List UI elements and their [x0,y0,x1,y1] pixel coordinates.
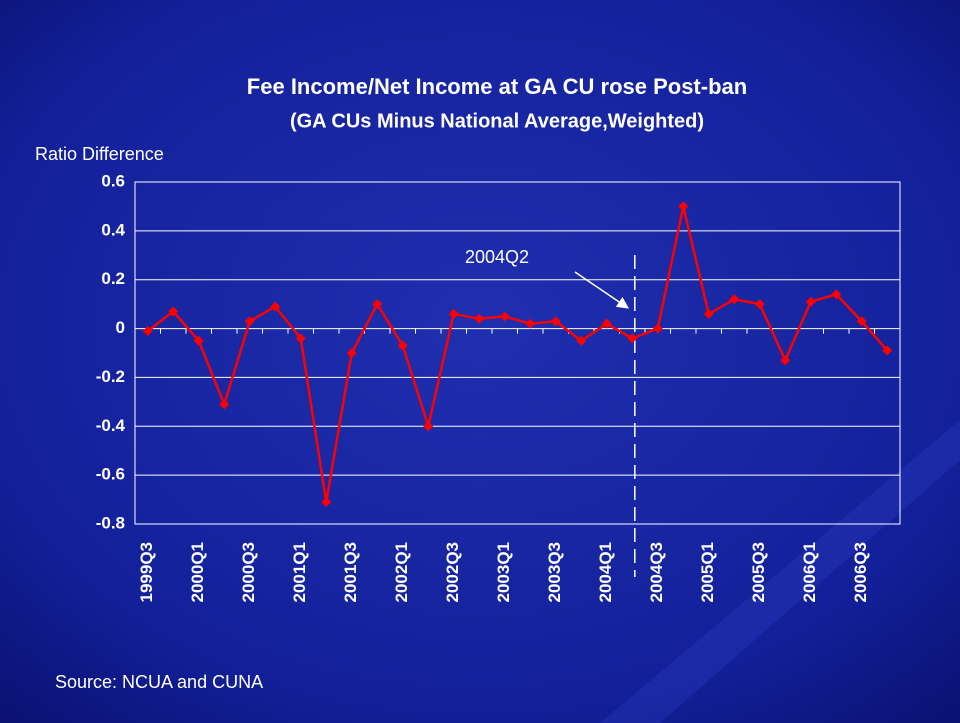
x-tick-label: 2002Q3 [443,542,462,603]
point-marker [397,340,408,351]
y-tick-label: 0.4 [101,220,125,239]
point-marker [295,333,306,344]
point-marker [780,355,791,366]
y-tick-label: -0.4 [96,416,126,435]
point-marker [448,308,459,319]
point-marker [601,318,612,329]
y-tick-label: -0.8 [96,513,125,532]
y-tick-label: 0.6 [101,171,125,190]
point-marker [525,318,536,329]
point-marker [423,421,434,432]
point-marker [168,306,179,317]
x-tick-label: 2005Q3 [749,542,768,603]
x-tick-label: 2000Q1 [188,542,207,603]
point-marker [882,345,893,356]
x-tick-label: 2001Q3 [341,542,360,603]
y-tick-label: -0.2 [96,367,125,386]
background-streak [600,420,960,723]
point-marker [244,316,255,327]
point-marker [321,497,332,508]
point-marker [652,323,663,334]
y-tick-label: -0.6 [96,465,125,484]
point-marker [703,308,714,319]
annotation-arrow [574,271,629,309]
point-marker [270,301,281,312]
y-axis-label: Ratio Difference [35,144,164,164]
chart-title: Fee Income/Net Income at GA CU rose Post… [247,74,747,99]
x-tick-label: 2004Q1 [596,542,615,603]
x-tick-label: 2004Q3 [647,542,666,603]
y-tick-label: 0 [116,318,125,337]
x-tick-label: 2001Q1 [290,542,309,603]
x-tick-label: 2003Q3 [545,542,564,603]
x-tick-label: 2003Q1 [494,542,513,603]
x-tick-label: 2006Q3 [851,542,870,603]
point-marker [346,348,357,358]
point-marker [831,289,842,300]
point-marker [474,313,485,324]
point-marker [754,299,765,310]
point-marker [499,311,510,322]
x-tick-label: 1999Q3 [137,542,156,603]
point-marker [805,296,816,307]
plot-border [134,181,901,525]
source: Source: NCUA and CUNA [55,672,263,692]
chart-subtitle: (GA CUs Minus National Average,Weighted) [290,110,704,132]
y-tick-label: 0.2 [101,269,125,288]
x-tick-label: 2000Q3 [239,542,258,603]
point-marker [576,335,587,346]
point-marker [193,335,204,346]
series-line [146,206,889,503]
point-marker [219,399,230,410]
x-tick-label: 2005Q1 [698,542,717,603]
x-tick-label: 2002Q1 [392,542,411,603]
point-marker [550,316,561,327]
x-tick-label: 2006Q1 [800,542,819,603]
point-marker [678,201,689,212]
annotation: 2004Q2 [465,247,529,267]
point-marker [627,333,638,344]
point-marker [372,299,383,310]
point-marker [856,316,867,327]
point-marker [142,326,153,337]
point-marker [729,294,740,305]
